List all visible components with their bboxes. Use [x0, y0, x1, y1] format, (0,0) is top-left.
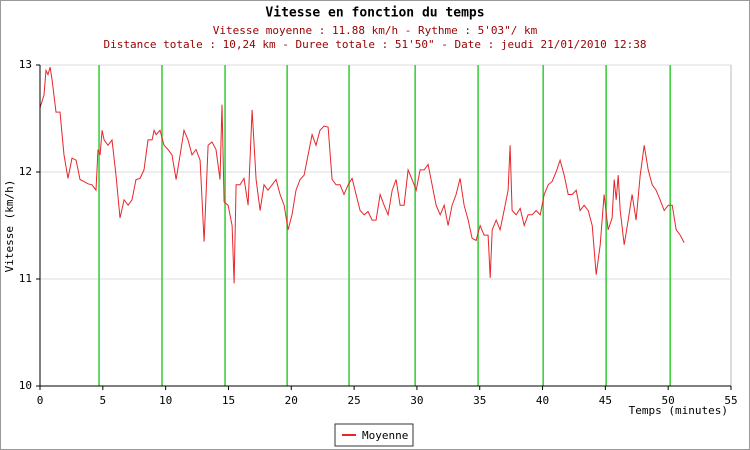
x-tick-label: 40	[536, 394, 549, 407]
x-tick-label: 45	[599, 394, 612, 407]
x-tick-label: 25	[347, 394, 360, 407]
x-tick-label: 15	[222, 394, 235, 407]
x-tick-label: 0	[37, 394, 44, 407]
subtitle: Vitesse moyenne : 11.88 km/h - Rythme : …	[213, 24, 538, 37]
plot-area	[39, 64, 732, 387]
line	[39, 66, 685, 284]
y-tick-label: 10	[19, 379, 32, 392]
x-tick-label: 50	[662, 394, 675, 407]
x-tick-label: 5	[100, 394, 107, 407]
x-tick-label: 10	[159, 394, 172, 407]
chart-title: Vitesse en fonction du temps	[265, 6, 484, 21]
legend-label: Moyenne	[362, 429, 408, 442]
x-axis-label: Temps (minutes)	[629, 404, 728, 417]
x-tick-label: 55	[724, 394, 737, 407]
x-tick-label: 30	[410, 394, 423, 407]
y-tick-label: 13	[19, 58, 32, 71]
x-tick-label: 35	[473, 394, 486, 407]
subtitle: Distance totale : 10,24 km - Duree total…	[103, 38, 646, 51]
legend	[334, 423, 414, 447]
y-axis-label: Vitesse (km/h)	[3, 180, 16, 273]
x-tick-label: 20	[285, 394, 298, 407]
y-tick-label: 12	[19, 165, 32, 178]
plot: 10 11 12 13 0 5 10 15 20 25 30 35 40 45 50 55	[19, 58, 738, 407]
y-tick-label: 11	[19, 272, 32, 285]
